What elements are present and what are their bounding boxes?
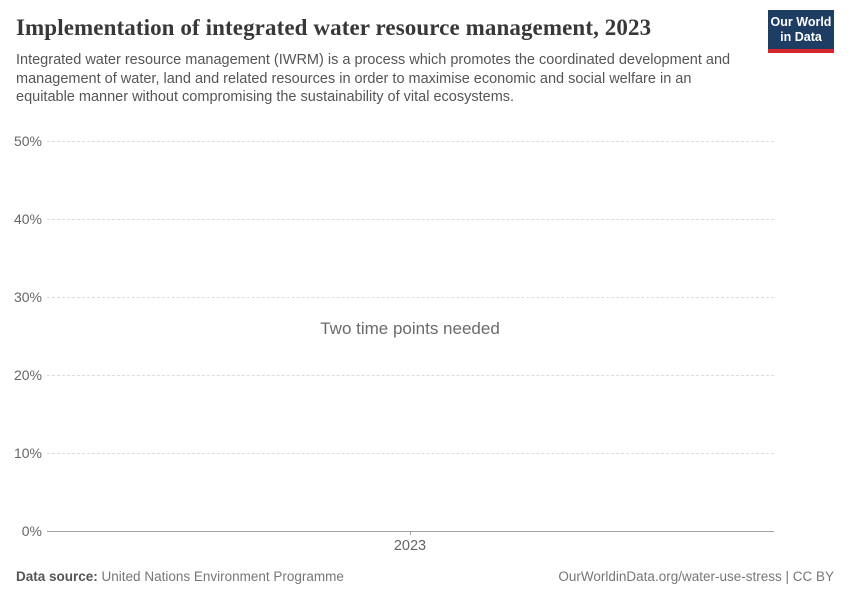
gridline (47, 140, 774, 142)
gridline-row-50: 50% (0, 133, 774, 149)
gridline (47, 218, 774, 220)
y-axis-tick-label: 20% (13, 367, 42, 383)
y-axis-tick-label: 0% (21, 523, 42, 539)
gridline (47, 374, 774, 376)
page-title: Implementation of integrated water resou… (16, 15, 652, 40)
x-axis-tick-mark (410, 531, 411, 535)
gridline-row-10: 10% (0, 445, 774, 461)
gridline (47, 452, 774, 454)
owid-logo-line2: in Data (780, 30, 822, 44)
data-source-label: Data source: (16, 569, 98, 584)
x-axis-tick-label: 2023 (393, 538, 427, 554)
gridline-row-20: 20% (0, 367, 774, 383)
data-source: Data source: United Nations Environment … (16, 569, 344, 584)
y-axis-tick-label: 10% (13, 445, 42, 461)
x-axis-row: 0% (0, 523, 774, 539)
gridline (47, 296, 774, 298)
empty-chart-message: Two time points needed (320, 319, 500, 338)
owid-logo[interactable]: Our World in Data (768, 10, 834, 53)
chart-footer: Data source: United Nations Environment … (16, 569, 834, 584)
y-axis-tick-label: 50% (13, 133, 42, 149)
attribution-link[interactable]: OurWorldinData.org/water-use-stress | CC… (558, 569, 834, 584)
y-axis-tick-label: 40% (13, 211, 42, 227)
gridline-row-30: 30% (0, 289, 774, 305)
chart-subtitle: Integrated water resource management (IW… (16, 52, 731, 105)
owid-logo-line1: Our World (770, 15, 832, 29)
data-source-value: United Nations Environment Programme (101, 569, 344, 584)
y-axis-tick-label: 30% (13, 289, 42, 305)
gridline-row-40: 40% (0, 211, 774, 227)
